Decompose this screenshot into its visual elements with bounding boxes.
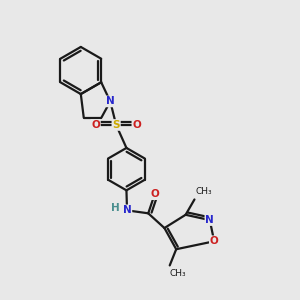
Text: S: S	[112, 120, 120, 130]
Text: O: O	[132, 120, 141, 130]
Text: O: O	[210, 236, 219, 246]
Text: H: H	[112, 203, 120, 213]
Text: N: N	[123, 206, 131, 215]
Text: CH₃: CH₃	[169, 269, 186, 278]
Text: CH₃: CH₃	[195, 187, 212, 196]
Text: N: N	[106, 96, 115, 106]
Text: O: O	[91, 120, 100, 130]
Text: N: N	[206, 215, 214, 225]
Text: O: O	[150, 189, 159, 199]
